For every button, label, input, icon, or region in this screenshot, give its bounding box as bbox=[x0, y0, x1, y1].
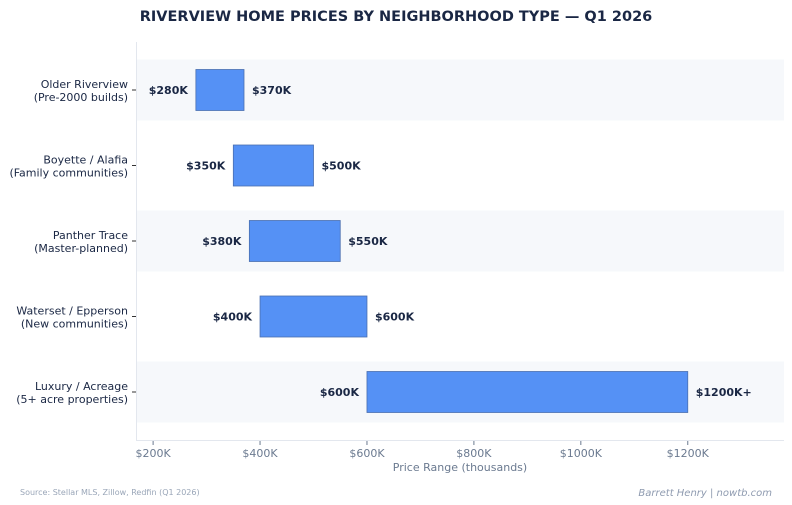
chart-title: RIVERVIEW HOME PRICES BY NEIGHBORHOOD TY… bbox=[140, 9, 653, 25]
category-label: Boyette / Alafia bbox=[43, 154, 128, 167]
high-label: $500K bbox=[322, 160, 362, 173]
x-tick-label: $800K bbox=[456, 447, 492, 460]
low-label: $380K bbox=[202, 235, 242, 248]
category-label: Waterset / Epperson bbox=[16, 305, 128, 318]
range-bar bbox=[195, 69, 245, 111]
category-label: Luxury / Acreage bbox=[35, 380, 128, 393]
high-label: $1200K+ bbox=[696, 386, 752, 399]
range-bar bbox=[366, 371, 689, 413]
high-label: $550K bbox=[348, 235, 388, 248]
range-bar bbox=[248, 220, 341, 262]
high-label: $600K bbox=[375, 311, 415, 324]
category-label: Older Riverview bbox=[41, 78, 128, 91]
x-tick-label: $600K bbox=[349, 447, 385, 460]
low-label: $600K bbox=[320, 386, 360, 399]
credit: Barrett Henry | nowtb.com bbox=[638, 488, 772, 499]
source-note: Source: Stellar MLS, Zillow, Redfin (Q1 … bbox=[20, 488, 200, 497]
category-sublabel: (Master-planned) bbox=[34, 242, 128, 255]
low-label: $350K bbox=[186, 160, 226, 173]
low-label: $280K bbox=[149, 84, 189, 97]
category-sublabel: (5+ acre properties) bbox=[16, 393, 128, 406]
x-tick-label: $1000K bbox=[560, 447, 603, 460]
low-label: $400K bbox=[213, 311, 253, 324]
range-bar bbox=[232, 144, 314, 187]
category-sublabel: (Pre-2000 builds) bbox=[34, 91, 128, 104]
row-band bbox=[137, 210, 784, 272]
x-tick-label: $400K bbox=[242, 447, 278, 460]
range-bar bbox=[259, 295, 368, 338]
high-label: $370K bbox=[252, 84, 292, 97]
category-sublabel: (New communities) bbox=[21, 318, 128, 331]
category-label: Panther Trace bbox=[53, 229, 128, 242]
x-tick-label: $1200K bbox=[667, 447, 710, 460]
row-band bbox=[137, 59, 784, 121]
x-axis-label: Price Range (thousands) bbox=[393, 461, 527, 474]
x-tick-label: $200K bbox=[135, 447, 171, 460]
category-sublabel: (Family communities) bbox=[9, 167, 128, 180]
